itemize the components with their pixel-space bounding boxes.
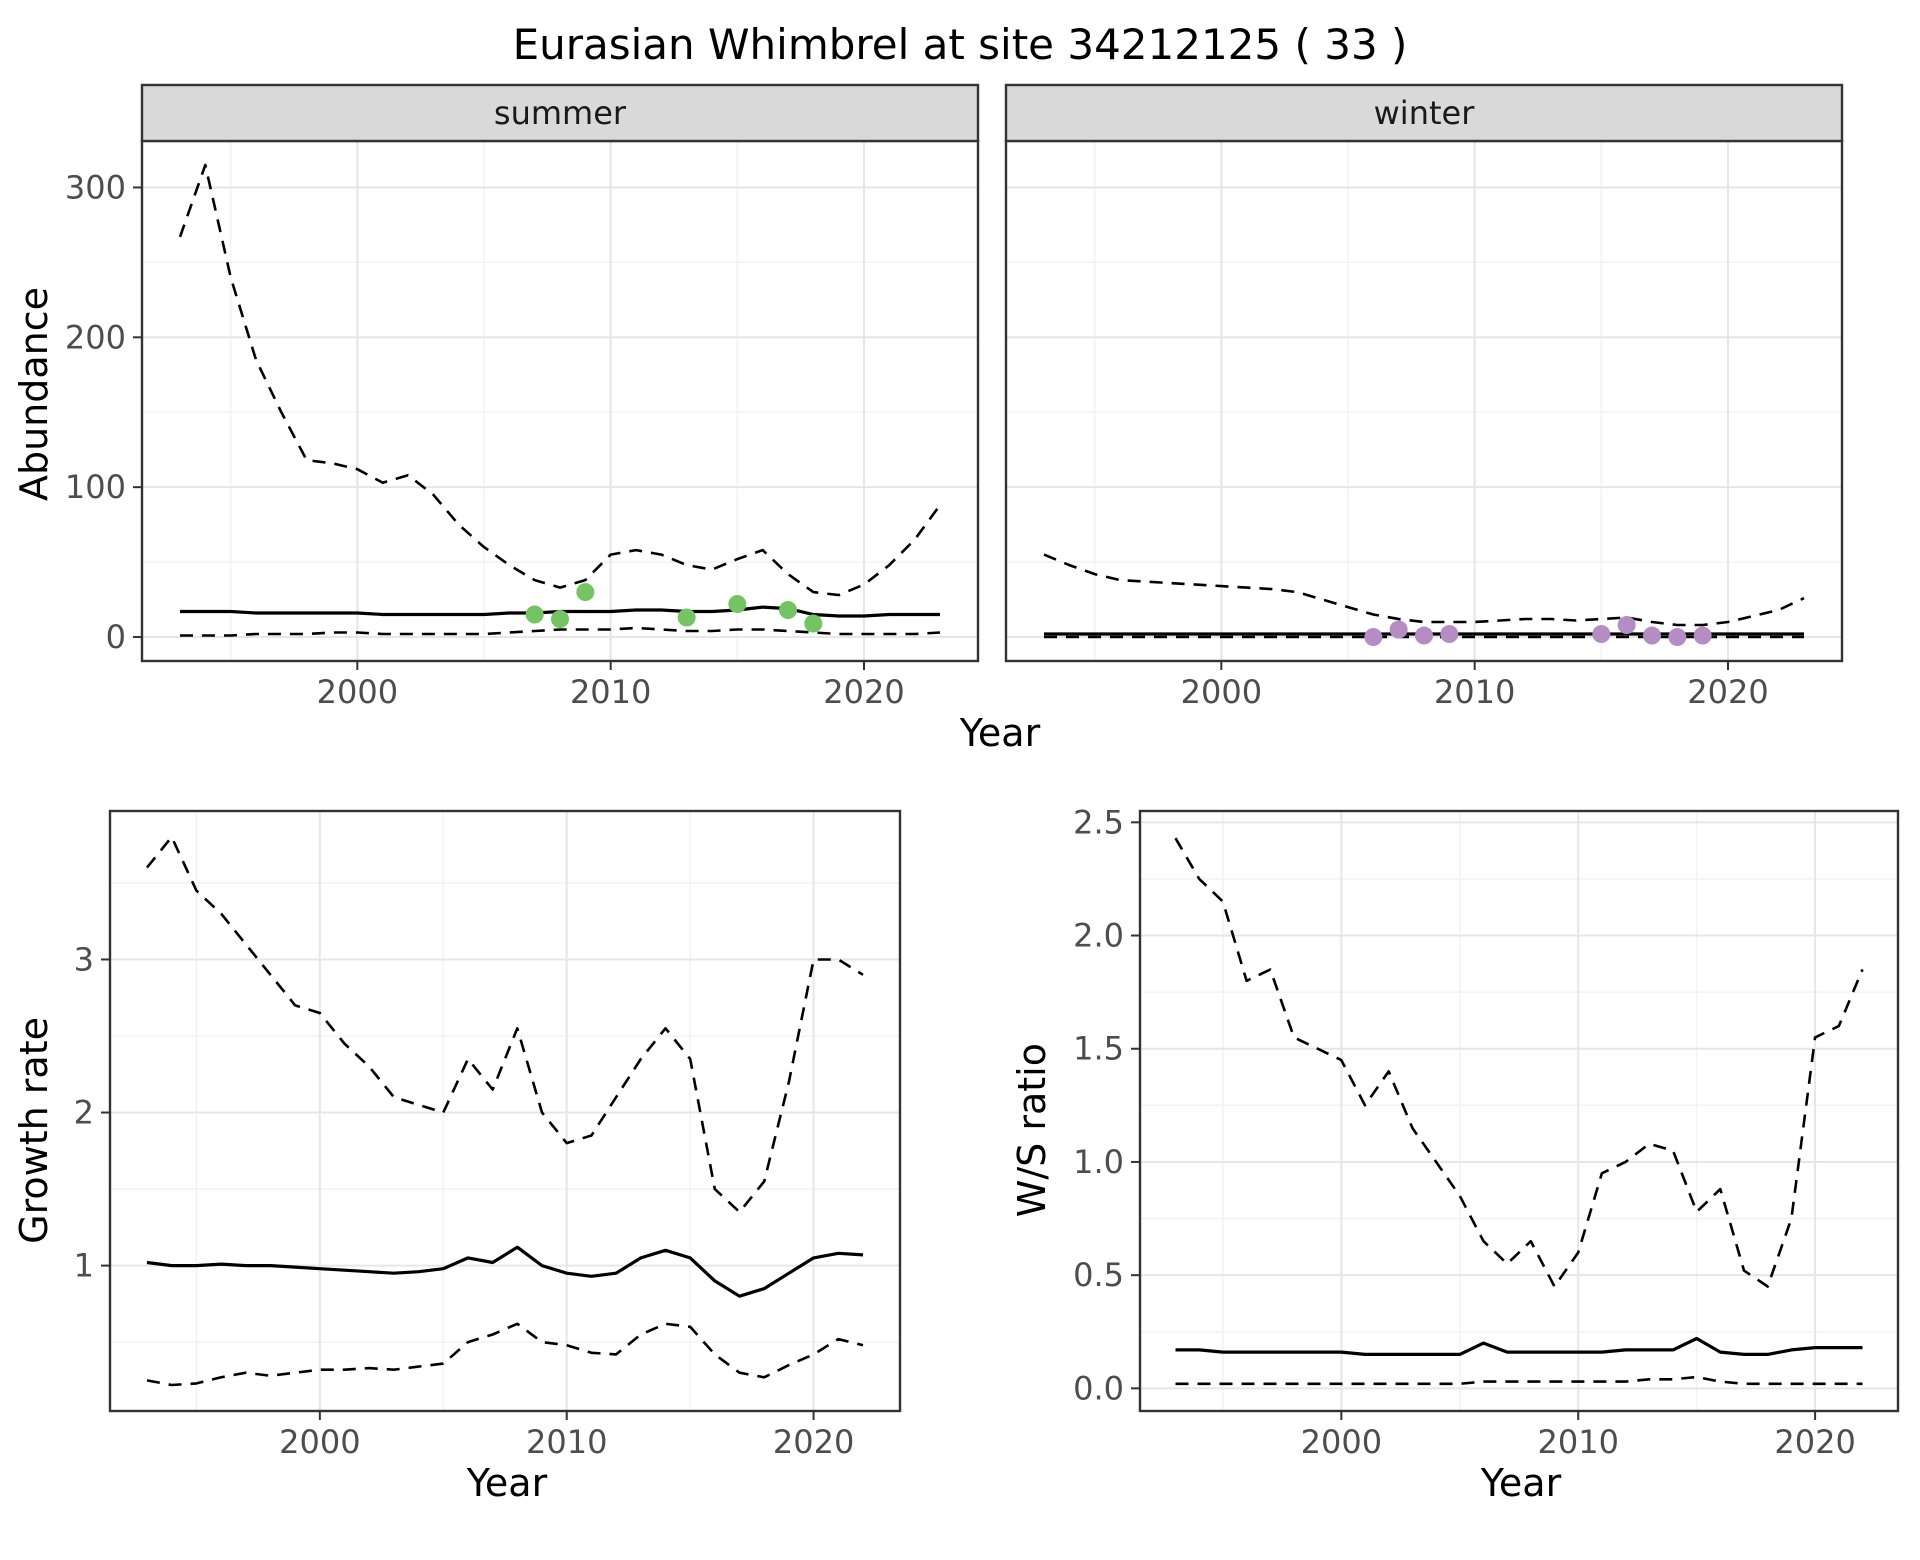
svg-text:summer: summer	[494, 94, 627, 132]
ws-ratio-y-axis-title-text: W/S ratio	[1010, 1042, 1054, 1218]
growth-rate-y-axis-title: Growth rate	[10, 801, 58, 1459]
ws-ratio-x-axis-title: Year	[1480, 1461, 1562, 1505]
ws-ratio-plot: W/S ratio 2000 2010 2020 0.0 0.5 1.0 1.5 2.0 2.5…	[1008, 801, 1910, 1505]
svg-text:2010: 2010	[526, 1423, 607, 1459]
svg-text:2.0: 2.0	[1073, 917, 1124, 955]
abundance-summer-chart: summer 2000 2010 2020 0 100 200 300	[65, 83, 980, 709]
abundance-y-axis-title: Abundance	[10, 79, 58, 709]
svg-text:1: 1	[74, 1247, 94, 1285]
svg-text:2000: 2000	[1181, 673, 1262, 709]
svg-text:2: 2	[74, 1094, 94, 1132]
svg-text:0.0: 0.0	[1073, 1369, 1124, 1407]
svg-text:2020: 2020	[773, 1423, 854, 1459]
top-x-axis-title: Year	[959, 711, 1041, 755]
svg-text:2000: 2000	[1301, 1423, 1382, 1459]
svg-text:2020: 2020	[823, 673, 904, 709]
svg-text:200: 200	[65, 318, 126, 356]
ws-ratio-chart: 2000 2010 2020 0.0 0.5 1.0 1.5 2.0 2.5	[1073, 803, 1900, 1459]
bottom-section: Growth rate 2000 2010 2020 1 2 3 Year W/S rat…	[10, 801, 1910, 1505]
svg-text:2000: 2000	[317, 673, 398, 709]
svg-text:2010: 2010	[1434, 673, 1515, 709]
abundance-y-axis-title-text: Abundance	[12, 286, 56, 502]
svg-text:0.5: 0.5	[1073, 1256, 1124, 1294]
abundance-section: Abundance summer 2000 2010 2020 0 100 200 300 w…	[10, 79, 1910, 755]
svg-text:1.0: 1.0	[1073, 1143, 1124, 1181]
growth-rate-chart: 2000 2010 2020 1 2 3	[74, 809, 902, 1459]
abundance-winter-chart: winter 2000 2010 2020	[1004, 83, 1844, 709]
chart-title: Eurasian Whimbrel at site 34212125 ( 33 …	[512, 20, 1408, 69]
ws-ratio-y-axis-title: W/S ratio	[1008, 801, 1056, 1459]
svg-text:winter: winter	[1374, 94, 1476, 132]
svg-text:2020: 2020	[1774, 1423, 1855, 1459]
growth-rate-plot: Growth rate 2000 2010 2020 1 2 3 Year	[10, 801, 912, 1505]
svg-text:3: 3	[74, 940, 94, 978]
svg-text:0: 0	[106, 618, 126, 656]
svg-text:300: 300	[65, 168, 126, 206]
svg-text:2020: 2020	[1687, 673, 1768, 709]
svg-text:1.5: 1.5	[1073, 1030, 1124, 1068]
svg-text:2.5: 2.5	[1073, 803, 1124, 841]
svg-text:2010: 2010	[570, 673, 651, 709]
growth-rate-y-axis-title-text: Growth rate	[12, 1016, 56, 1244]
svg-text:2000: 2000	[279, 1423, 360, 1459]
svg-text:2010: 2010	[1538, 1423, 1619, 1459]
growth-rate-x-axis-title: Year	[466, 1461, 548, 1505]
svg-text:100: 100	[65, 468, 126, 506]
